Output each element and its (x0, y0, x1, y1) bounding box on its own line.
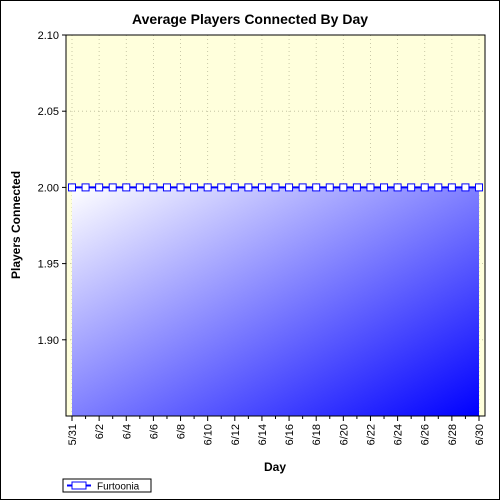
x-tick-label: 6/2 (94, 424, 106, 439)
data-point (447, 183, 456, 192)
data-point (420, 183, 429, 192)
data-point (339, 183, 348, 192)
x-tick-label: 6/18 (311, 424, 323, 445)
data-point (325, 183, 334, 192)
data-point (271, 183, 280, 192)
x-tick-label: 6/20 (338, 424, 350, 445)
y-tick-label: 2.05 (38, 106, 59, 118)
x-tick-label: 6/24 (393, 424, 405, 445)
data-point (312, 183, 321, 192)
legend: Furtoonia (62, 478, 152, 493)
x-axis-label: Day (264, 460, 286, 474)
data-point (162, 183, 171, 192)
x-tick-label: 6/12 (230, 424, 242, 445)
x-tick-label: 5/31 (67, 424, 79, 445)
data-point (230, 183, 239, 192)
data-point (475, 183, 483, 192)
data-point (461, 183, 470, 192)
x-tick-label: 6/6 (148, 424, 160, 439)
x-tick-label: 6/28 (447, 424, 459, 445)
data-point (68, 183, 76, 192)
data-point (380, 183, 389, 192)
x-tick-label: 6/8 (176, 424, 188, 439)
x-tick-label: 6/10 (203, 424, 215, 445)
data-point (135, 183, 144, 192)
x-axis: 5/31 6/2 6/4 6/6 6/8 6/10 6/12 6/14 6/16 6/18 6/20… (67, 416, 486, 445)
data-point (298, 183, 307, 192)
data-point (393, 183, 402, 192)
x-tick-label: 6/14 (257, 424, 269, 445)
data-point (203, 183, 212, 192)
data-point (149, 183, 158, 192)
data-point (95, 183, 104, 192)
y-axis: 1.90 1.95 2.00 2.05 2.10 (38, 30, 66, 347)
data-point (122, 183, 131, 192)
data-point (257, 183, 266, 192)
data-point (285, 183, 294, 192)
x-tick-label: 6/22 (365, 424, 377, 445)
data-point (108, 183, 117, 192)
data-point (176, 183, 185, 192)
legend-entry: Furtoonia (97, 482, 140, 493)
x-tick-label: 6/30 (474, 424, 486, 445)
data-point (217, 183, 226, 192)
legend-swatch-icon (71, 481, 87, 490)
series-area (72, 187, 479, 416)
data-point (434, 183, 443, 192)
series-markers (68, 183, 483, 192)
data-point (407, 183, 416, 192)
y-tick-label: 2.00 (38, 182, 59, 194)
chart-title: Average Players Connected By Day (132, 11, 368, 27)
data-point (81, 183, 90, 192)
y-tick-label: 1.95 (38, 259, 59, 271)
x-tick-label: 6/4 (121, 424, 133, 439)
data-point (352, 183, 361, 192)
data-point (244, 183, 253, 192)
y-tick-label: 2.10 (38, 30, 59, 42)
data-point (190, 183, 199, 192)
x-tick-label: 6/26 (420, 424, 432, 445)
y-axis-label: Players Connected (9, 171, 23, 279)
x-tick-label: 6/16 (284, 424, 296, 445)
y-tick-label: 1.90 (38, 335, 59, 347)
data-point (366, 183, 375, 192)
